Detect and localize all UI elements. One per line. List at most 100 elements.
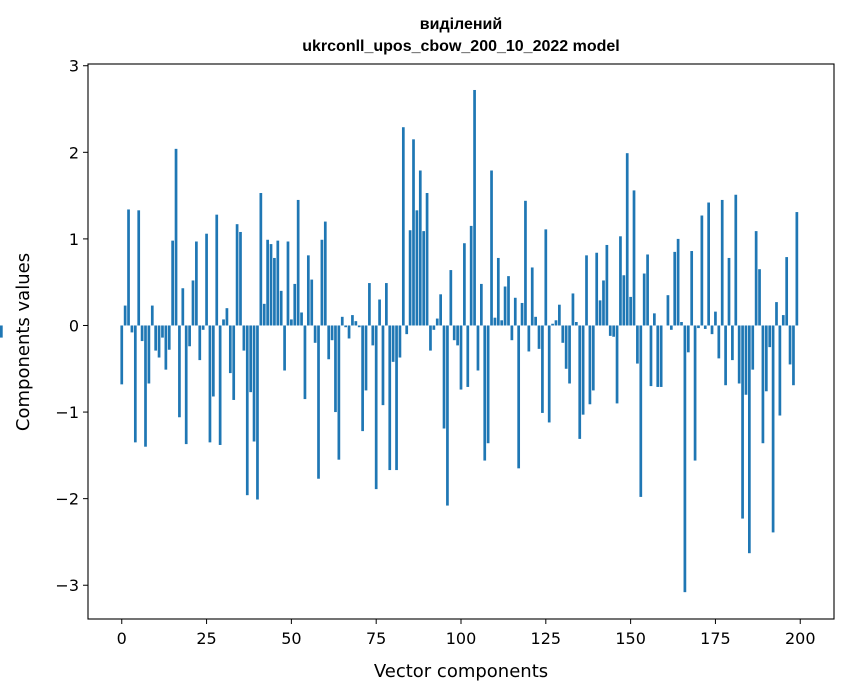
bar-component-40 <box>256 325 259 500</box>
bar-component-92 <box>432 325 436 330</box>
bar-component-110 <box>493 317 497 326</box>
bar-component-164 <box>676 238 680 326</box>
bar-component-51 <box>293 283 297 326</box>
bar-component-108 <box>486 325 490 444</box>
bar-component-55 <box>306 255 310 326</box>
bar-component-67 <box>347 325 351 339</box>
bar-component-46 <box>276 240 280 326</box>
bar-component-129 <box>558 304 561 326</box>
bar-component-188 <box>758 269 761 326</box>
bar-component-48 <box>283 325 286 371</box>
y-axis-label: Components values <box>13 253 34 431</box>
bar-component-101 <box>463 243 466 326</box>
bar-component-65 <box>340 316 344 326</box>
bar-component-37 <box>245 325 249 496</box>
bar-component-90 <box>425 193 429 326</box>
bar-component-69 <box>354 321 358 326</box>
bar-component-187 <box>754 231 758 326</box>
bar-component-178 <box>724 325 727 386</box>
chart-title-line-1: виділений <box>420 16 502 33</box>
bar-component-12 <box>161 325 164 338</box>
chart-title-line-2: ukrconll_upos_cbow_200_10_2022 model <box>302 38 619 55</box>
bar-component-15 <box>171 240 174 326</box>
bar-component-49 <box>286 241 290 326</box>
bar-component-16 <box>174 148 178 326</box>
bar-component-70 <box>357 325 361 328</box>
bar-component-131 <box>564 325 568 369</box>
bar-component-127 <box>551 323 554 326</box>
bar-component-2 <box>127 209 130 326</box>
bar-component-145 <box>612 325 616 337</box>
bar-component-111 <box>496 257 500 326</box>
bar-component-196 <box>785 257 789 326</box>
bar-component-79 <box>388 325 392 471</box>
bar-component-156 <box>649 325 653 387</box>
x-tick-label: 100 <box>446 629 477 648</box>
bar-component-7 <box>144 325 147 447</box>
bar-component-135 <box>578 325 582 439</box>
bar-component-35 <box>239 231 242 326</box>
x-tick-label: 50 <box>281 629 301 648</box>
bar-component-30 <box>222 319 225 326</box>
bar-component-100 <box>459 325 463 390</box>
bar-component-9 <box>150 305 154 326</box>
x-tick-label: 75 <box>366 629 386 648</box>
bar-component-113 <box>503 286 507 326</box>
bar-component-109 <box>490 170 493 326</box>
bar-component-14 <box>167 325 171 350</box>
bar-component-114 <box>507 276 510 326</box>
bar-component-115 <box>510 325 514 341</box>
bar-component-165 <box>680 322 683 326</box>
bar-component-24 <box>201 325 205 330</box>
bar-component-138 <box>588 325 592 405</box>
bar-component-182 <box>737 325 741 384</box>
bar-component-82 <box>398 325 402 358</box>
bar-component-123 <box>537 325 541 349</box>
bar-component-143 <box>605 244 609 326</box>
bar-component-4 <box>133 325 137 443</box>
bar-component-106 <box>480 283 483 326</box>
bar-component-116 <box>513 297 517 326</box>
bar-component-169 <box>693 325 697 461</box>
bar-component-64 <box>337 325 341 460</box>
bar-component-20 <box>188 325 191 347</box>
bar-component-172 <box>703 325 707 329</box>
bar-component-137 <box>585 255 588 326</box>
bar-component-87 <box>415 210 419 326</box>
bar-component-180 <box>731 325 734 361</box>
bar-component-27 <box>211 325 215 397</box>
x-tick-label: 25 <box>196 629 216 648</box>
bar-component-193 <box>775 302 778 326</box>
bar-component-73 <box>368 283 371 326</box>
bar-component-151 <box>632 190 636 326</box>
bar-component-53 <box>300 312 303 326</box>
bar-component-161 <box>666 295 670 326</box>
bar-component-undefined <box>0 325 3 338</box>
bar-component-6 <box>140 325 144 342</box>
bar-component-195 <box>781 315 785 326</box>
bar-component-31 <box>225 308 229 326</box>
bar-component-52 <box>296 199 300 326</box>
bar-component-141 <box>598 300 602 326</box>
bar-component-43 <box>266 239 269 326</box>
bar-component-60 <box>323 221 327 326</box>
bar-component-146 <box>615 325 619 404</box>
bar-component-120 <box>527 325 531 352</box>
bar-component-56 <box>310 279 314 326</box>
bar-component-152 <box>636 325 639 364</box>
bar-component-57 <box>313 325 317 343</box>
bar-component-102 <box>466 325 470 387</box>
bar-component-18 <box>181 288 185 326</box>
bar-component-88 <box>418 170 422 326</box>
bar-component-168 <box>690 251 694 326</box>
bar-component-177 <box>720 199 724 326</box>
bar-component-194 <box>778 325 782 416</box>
bar-component-41 <box>259 193 263 326</box>
bar-component-76 <box>378 299 381 326</box>
x-tick-label: 150 <box>615 629 646 648</box>
bar-component-130 <box>561 325 565 343</box>
plot-area-frame <box>87 63 835 620</box>
bars <box>0 89 799 593</box>
bar-component-189 <box>761 325 765 444</box>
